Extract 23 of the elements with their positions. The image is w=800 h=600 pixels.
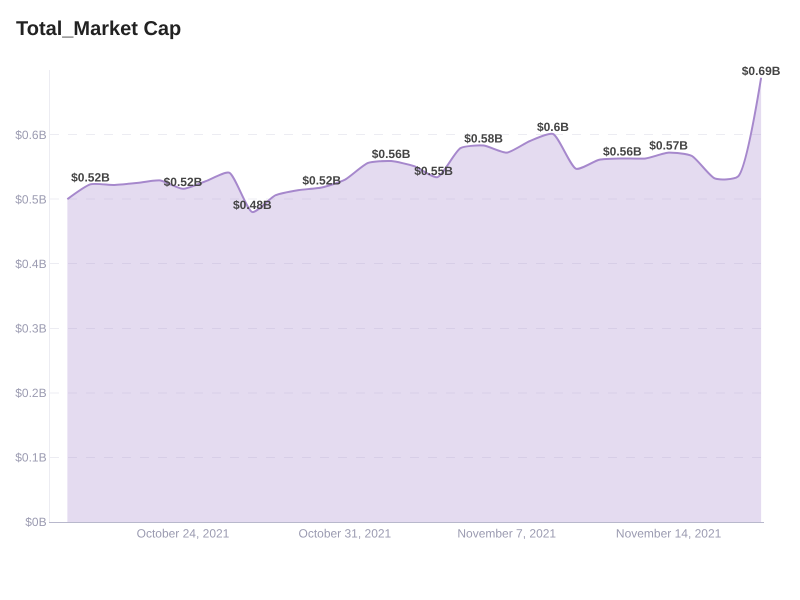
data-label: $0.56B: [372, 147, 411, 162]
y-tick-label: $0.6B: [15, 128, 47, 142]
data-label: $0.52B: [302, 174, 342, 188]
data-label: $0.57B: [649, 138, 688, 153]
data-label: $0.6B: [536, 120, 570, 134]
data-label: $0.52B: [71, 170, 110, 184]
x-tick-label: October 24, 2021: [136, 526, 230, 540]
y-tick-label: $0.3B: [15, 321, 47, 336]
y-tick-label: $0.4B: [15, 256, 47, 271]
data-label: $0.56B: [603, 144, 642, 158]
y-tick-label: $0B: [25, 515, 47, 530]
y-tick-label: $0.1B: [15, 450, 47, 465]
y-tick-label: $0.2B: [15, 386, 47, 400]
chart-title: Total_Market Cap: [16, 18, 182, 40]
data-label: $0.58B: [464, 132, 504, 146]
data-label: $0.52B: [164, 174, 203, 189]
data-label: $0.48B: [233, 198, 272, 212]
x-tick-label: November 7, 2021: [457, 526, 556, 540]
x-tick-label: October 31, 2021: [298, 526, 392, 540]
data-label: $0.69B: [742, 64, 781, 78]
y-tick-label: $0.5B: [15, 192, 47, 206]
data-label: $0.55B: [414, 164, 454, 178]
x-tick-label: November 14, 2021: [616, 526, 722, 540]
